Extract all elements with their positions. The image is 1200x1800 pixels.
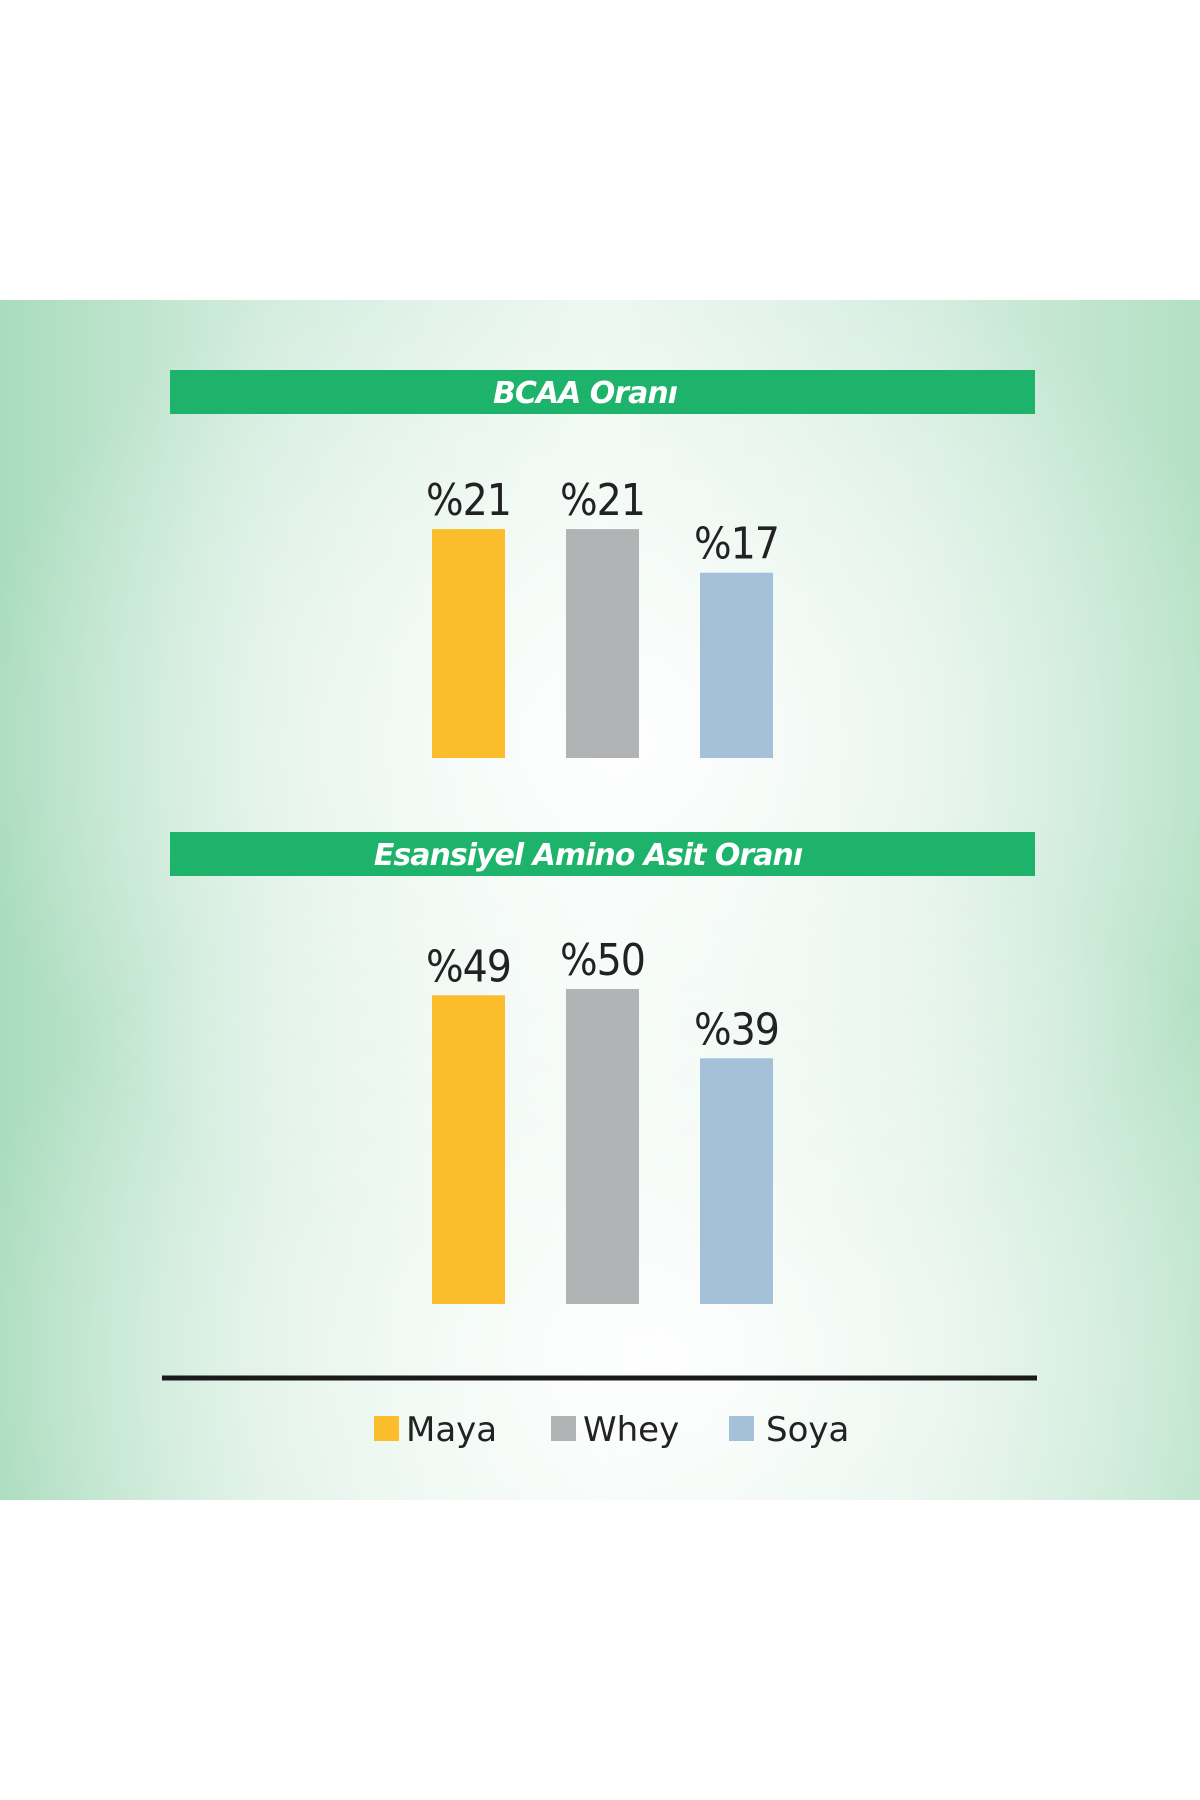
legend-swatch-whey xyxy=(551,1416,576,1441)
bcaa-title-bar xyxy=(170,370,1035,414)
bcaa-title: BCAA Oranı xyxy=(493,376,678,411)
bcaa-bar-maya xyxy=(432,529,505,758)
legend-swatch-maya xyxy=(374,1416,399,1441)
legend: Maya Whey Soya xyxy=(374,1410,849,1450)
eaa-value-label-soya: %39 xyxy=(694,1004,779,1055)
bcaa-value-label-soya: %17 xyxy=(694,519,779,570)
bcaa-value-label-whey: %21 xyxy=(560,475,645,526)
eaa-title: Esansiyel Amino Asit Oranı xyxy=(374,838,803,873)
bcaa-bar-soya xyxy=(700,572,773,758)
legend-label-maya: Maya xyxy=(406,1410,497,1450)
eaa-title-bar xyxy=(170,832,1035,876)
bcaa-chart: BCAA Oranı %21 %21 %17 xyxy=(170,370,1035,758)
bcaa-bar-whey xyxy=(566,529,639,758)
eaa-value-label-whey: %50 xyxy=(560,935,645,986)
legend-label-soya: Soya xyxy=(766,1410,849,1450)
eaa-bar-soya xyxy=(700,1058,773,1304)
eaa-value-label-maya: %49 xyxy=(426,941,511,992)
legend-label-whey: Whey xyxy=(583,1410,679,1450)
eaa-chart: Esansiyel Amino Asit Oranı %49 %50 %39 xyxy=(170,832,1035,1304)
eaa-bar-whey xyxy=(566,989,639,1304)
legend-swatch-soya xyxy=(729,1416,754,1441)
eaa-bar-maya xyxy=(432,995,505,1304)
bcaa-value-label-maya: %21 xyxy=(426,475,511,526)
